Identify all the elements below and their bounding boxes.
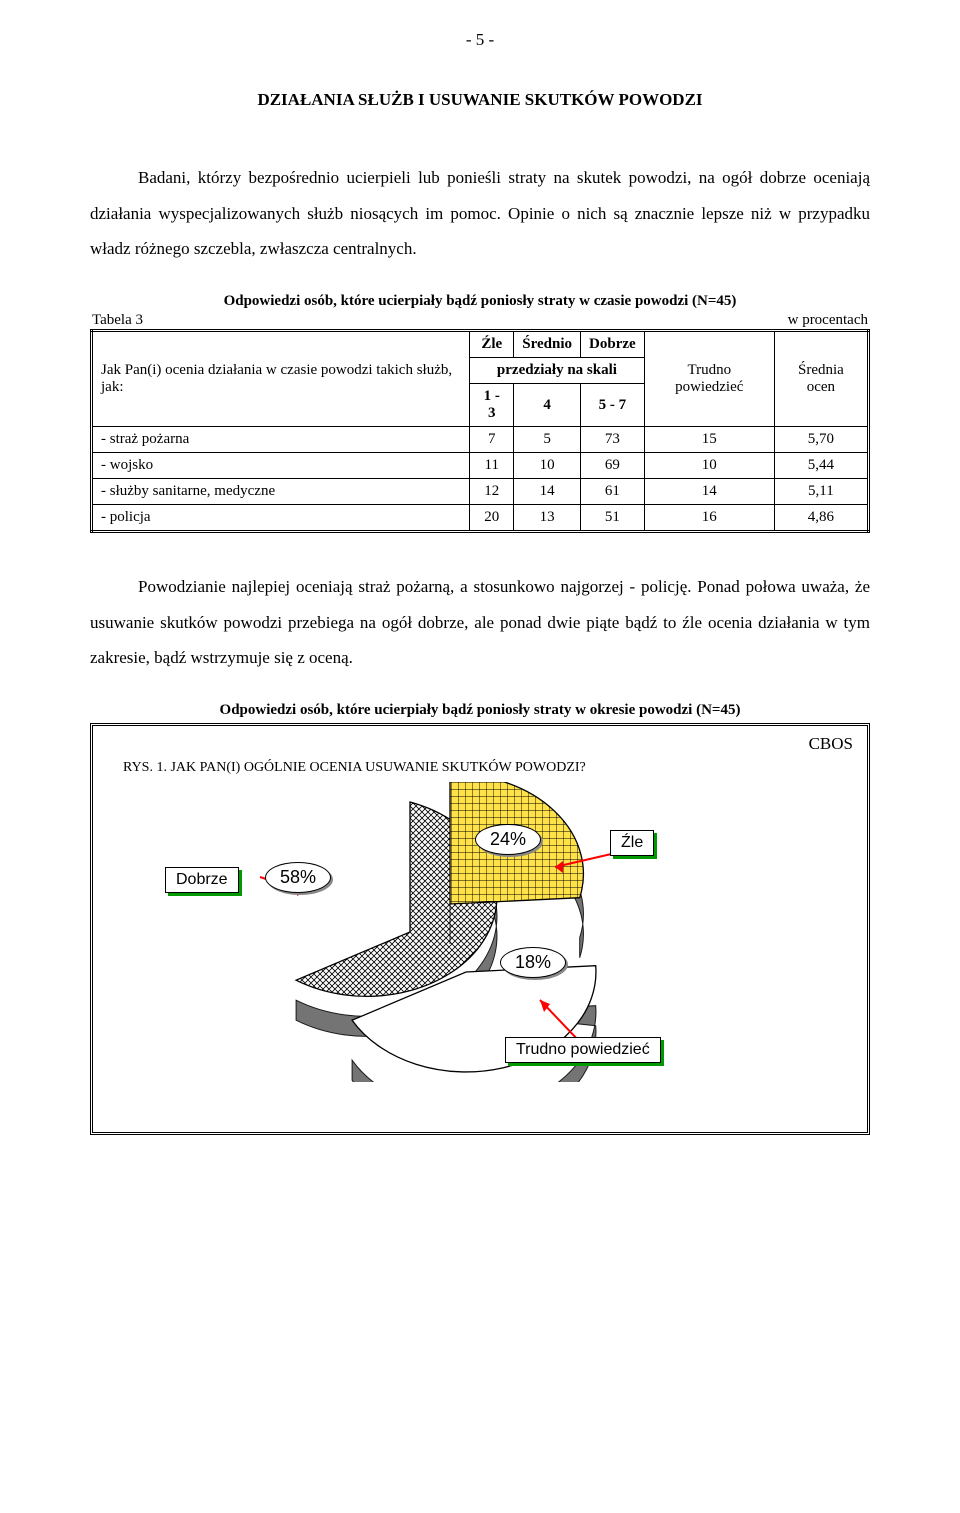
cell: 14 [644,479,774,505]
slice-pct-zle: 24% [475,824,541,855]
slice-label-dobrze: Dobrze [165,867,239,893]
col-srednio: Średnio [514,331,581,358]
cell: 73 [581,427,645,453]
cell: 13 [514,505,581,532]
scale-2: 4 [514,384,581,427]
cell: 12 [470,479,514,505]
cell: 7 [470,427,514,453]
table-units: w procentach [788,312,868,329]
table-row: - wojsko 11 10 69 10 5,44 [92,453,869,479]
cell: 51 [581,505,645,532]
table-row: - policja 20 13 51 16 4,86 [92,505,869,532]
figure-caption: Odpowiedzi osób, które ucierpiały bądź p… [90,702,870,719]
table-number: Tabela 3 [92,312,143,329]
slice-label-zle: Źle [610,830,654,856]
scale-3: 5 - 7 [581,384,645,427]
col-srednia: Średnia ocen [774,331,868,427]
col-dobrze: Dobrze [581,331,645,358]
row-label: - straż pożarna [92,427,470,453]
cell: 5,11 [774,479,868,505]
ratings-table: Jak Pan(i) ocenia działania w czasie pow… [90,329,870,533]
table-row: - straż pożarna 7 5 73 15 5,70 [92,427,869,453]
pie-chart: Dobrze 58% 24% Źle 18% Trudno powiedzieć [105,782,855,1082]
paragraph-2: Powodzianie najlepiej oceniają straż poż… [90,569,870,676]
row-label: - policja [92,505,470,532]
table-header-row-1: Jak Pan(i) ocenia działania w czasie pow… [92,331,869,358]
scale-1: 1 - 3 [470,384,514,427]
cell: 20 [470,505,514,532]
col-trudno: Trudno powiedzieć [644,331,774,427]
table-caption: Odpowiedzi osób, które ucierpiały bądź p… [90,293,870,310]
slice-label-trudno: Trudno powiedzieć [505,1037,661,1063]
document-page: - 5 - DZIAŁANIA SŁUŻB I USUWANIE SKUTKÓW… [0,0,960,1175]
cell: 4,86 [774,505,868,532]
page-number: - 5 - [90,30,870,50]
row-header: Jak Pan(i) ocenia działania w czasie pow… [92,331,470,427]
cell: 11 [470,453,514,479]
section-title: DZIAŁANIA SŁUŻB I USUWANIE SKUTKÓW POWOD… [90,90,870,110]
pie-svg [105,782,855,1082]
row-label: - służby sanitarne, medyczne [92,479,470,505]
cell: 5,44 [774,453,868,479]
cell: 14 [514,479,581,505]
cell: 10 [514,453,581,479]
cell: 61 [581,479,645,505]
paragraph-1: Badani, którzy bezpośrednio ucierpieli l… [90,160,870,267]
figure-title: RYS. 1. JAK PAN(I) OGÓLNIE OCENIA USUWAN… [123,760,855,776]
slice-pct-dobrze: 58% [265,862,331,893]
col-zle: Źle [470,331,514,358]
cell: 69 [581,453,645,479]
cell: 16 [644,505,774,532]
cbos-label: CBOS [809,734,853,754]
cell: 5 [514,427,581,453]
row-label: - wojsko [92,453,470,479]
cell: 10 [644,453,774,479]
table-row: - służby sanitarne, medyczne 12 14 61 14… [92,479,869,505]
cell: 5,70 [774,427,868,453]
scale-label: przedziały na skali [470,358,645,384]
table-subheader: Tabela 3 w procentach [92,312,868,329]
figure-box: CBOS RYS. 1. JAK PAN(I) OGÓLNIE OCENIA U… [90,723,870,1135]
cell: 15 [644,427,774,453]
slice-pct-trudno: 18% [500,947,566,978]
